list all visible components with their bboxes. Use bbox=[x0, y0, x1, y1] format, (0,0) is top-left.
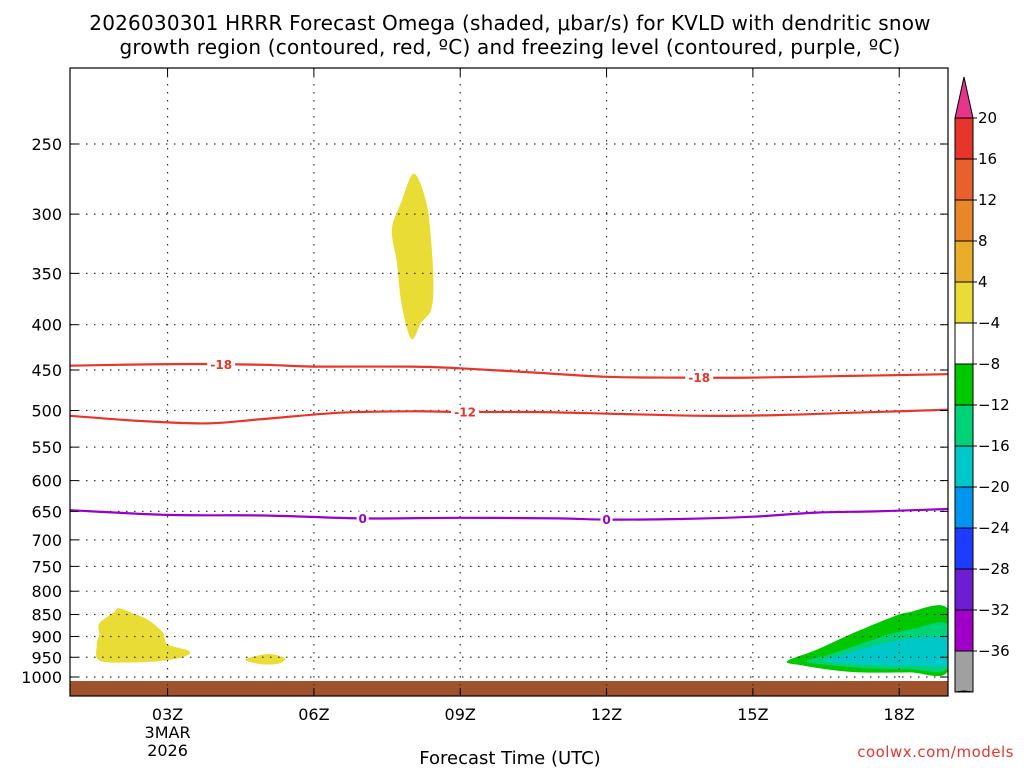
colorbar-segment-4 bbox=[954, 240, 974, 283]
colorbar-segment-9 bbox=[954, 445, 974, 488]
colorbar-segment-5 bbox=[954, 281, 974, 324]
colorbar-label-1: 16 bbox=[978, 150, 997, 168]
y-tick-label-700: 700 bbox=[31, 531, 62, 550]
dgz-minus12-line bbox=[69, 408, 949, 425]
colorbar-label-0: 20 bbox=[978, 109, 997, 127]
colorbar-label-6: −8 bbox=[978, 355, 1000, 373]
colorbar-segment-11 bbox=[954, 527, 974, 570]
x-tick-label-12Z: 12Z bbox=[591, 705, 622, 724]
colorbar-segment-3 bbox=[954, 199, 974, 242]
contour-lines: -18 -18 -12 0 0 bbox=[69, 357, 949, 527]
x-tick-label-18Z: 18Z bbox=[884, 705, 915, 724]
colorbar-label-10: −24 bbox=[978, 519, 1010, 537]
colorbar-label-11: −28 bbox=[978, 560, 1010, 578]
ground-strip bbox=[70, 681, 948, 696]
colorbar-segment-10 bbox=[954, 486, 974, 529]
title-line-2: growth region (contoured, red, ºC) and f… bbox=[119, 35, 900, 59]
omega-upper-positive bbox=[391, 173, 434, 340]
gridlines bbox=[70, 68, 948, 696]
plot-frame bbox=[69, 67, 949, 697]
y-tick-label-800: 800 bbox=[31, 582, 62, 601]
y-tick-label-950: 950 bbox=[31, 648, 62, 667]
colorbar-segment-8 bbox=[954, 404, 974, 447]
dgz-minus18-label-bg-0 bbox=[207, 357, 236, 372]
x-tick-date: 3MAR bbox=[145, 723, 191, 742]
colorbar-segment-13 bbox=[954, 609, 974, 652]
omega-negative-cyan bbox=[826, 634, 948, 668]
colorbar: 20 16 12 8 4 −4 −8 −12 −16 −20 −24 −28 −32 −36 bbox=[954, 76, 1010, 693]
freezing-level-0-label-bg-0 bbox=[356, 511, 369, 526]
dgz-minus12-label-bg-0 bbox=[451, 405, 480, 420]
freezing-level-0-label-0: 0 bbox=[358, 512, 366, 526]
dgz-minus18-label-bg-1 bbox=[685, 370, 714, 385]
dgz-minus18-line bbox=[69, 362, 949, 379]
colorbar-label-8: −16 bbox=[978, 437, 1010, 455]
dgz-minus12-label-0: -12 bbox=[454, 406, 476, 420]
omega-lowlevel-positive-b bbox=[245, 653, 286, 665]
y-tick-label-400: 400 bbox=[31, 316, 62, 335]
colorbar-segment-2 bbox=[954, 158, 974, 201]
title-line-1: 2026030301 HRRR Forecast Omega (shaded, … bbox=[89, 11, 930, 35]
y-tick-label-550: 550 bbox=[31, 438, 62, 457]
colorbar-bottom-arrow bbox=[954, 690, 974, 693]
y-tick-label-450: 450 bbox=[31, 361, 62, 380]
x-tick-label-06Z: 06Z bbox=[298, 705, 329, 724]
y-tick-label-300: 300 bbox=[31, 205, 62, 224]
y-tick-label-650: 650 bbox=[31, 502, 62, 521]
colorbar-segment-12 bbox=[954, 568, 974, 611]
freezing-level-0-label-1: 0 bbox=[602, 513, 610, 527]
dgz-minus18-label-1: -18 bbox=[688, 371, 710, 385]
colorbar-label-9: −20 bbox=[978, 478, 1010, 496]
colorbar-top-arrow bbox=[954, 76, 974, 119]
colorbar-segment-6 bbox=[954, 322, 974, 365]
omega-lowlevel-positive-a bbox=[96, 608, 191, 663]
colorbar-label-12: −32 bbox=[978, 601, 1010, 619]
y-tick-label-750: 750 bbox=[31, 557, 62, 576]
x-tick-label-15Z: 15Z bbox=[737, 705, 768, 724]
y-tick-label-600: 600 bbox=[31, 472, 62, 491]
y-tick-label-350: 350 bbox=[31, 264, 62, 283]
y-tick-label-1000: 1000 bbox=[21, 668, 62, 687]
omega-shaded-regions bbox=[96, 173, 948, 677]
colorbar-label-2: 12 bbox=[978, 191, 997, 209]
ground-layer bbox=[70, 681, 948, 696]
colorbar-label-13: −36 bbox=[978, 642, 1010, 660]
colorbar-label-5: −4 bbox=[978, 314, 1000, 332]
pressure-axis: 250 300 350 400 450 500 550 600 650 700 750 800 850 9… bbox=[21, 135, 948, 687]
colorbar-segment-1 bbox=[954, 117, 974, 160]
colorbar-segment-14 bbox=[954, 650, 974, 693]
y-tick-label-900: 900 bbox=[31, 627, 62, 646]
freezing-level-0-line bbox=[69, 507, 949, 521]
freezing-level-0-label-bg-1 bbox=[600, 512, 613, 527]
colorbar-label-4: 4 bbox=[978, 273, 988, 291]
colorbar-segment-7 bbox=[954, 363, 974, 406]
dgz-minus18-label-0: -18 bbox=[210, 358, 232, 372]
x-tick-year: 2026 bbox=[147, 741, 188, 760]
y-tick-label-850: 850 bbox=[31, 606, 62, 625]
colorbar-label-3: 8 bbox=[978, 232, 988, 250]
x-tick-label-03Z: 03Z bbox=[152, 705, 183, 724]
y-tick-label-250: 250 bbox=[31, 135, 62, 154]
x-axis-label: Forecast Time (UTC) bbox=[419, 748, 600, 768]
y-tick-label-500: 500 bbox=[31, 402, 62, 421]
x-tick-label-09Z: 09Z bbox=[445, 705, 476, 724]
credit-text: coolwx.com/models bbox=[857, 743, 1014, 761]
colorbar-label-7: −12 bbox=[978, 396, 1010, 414]
